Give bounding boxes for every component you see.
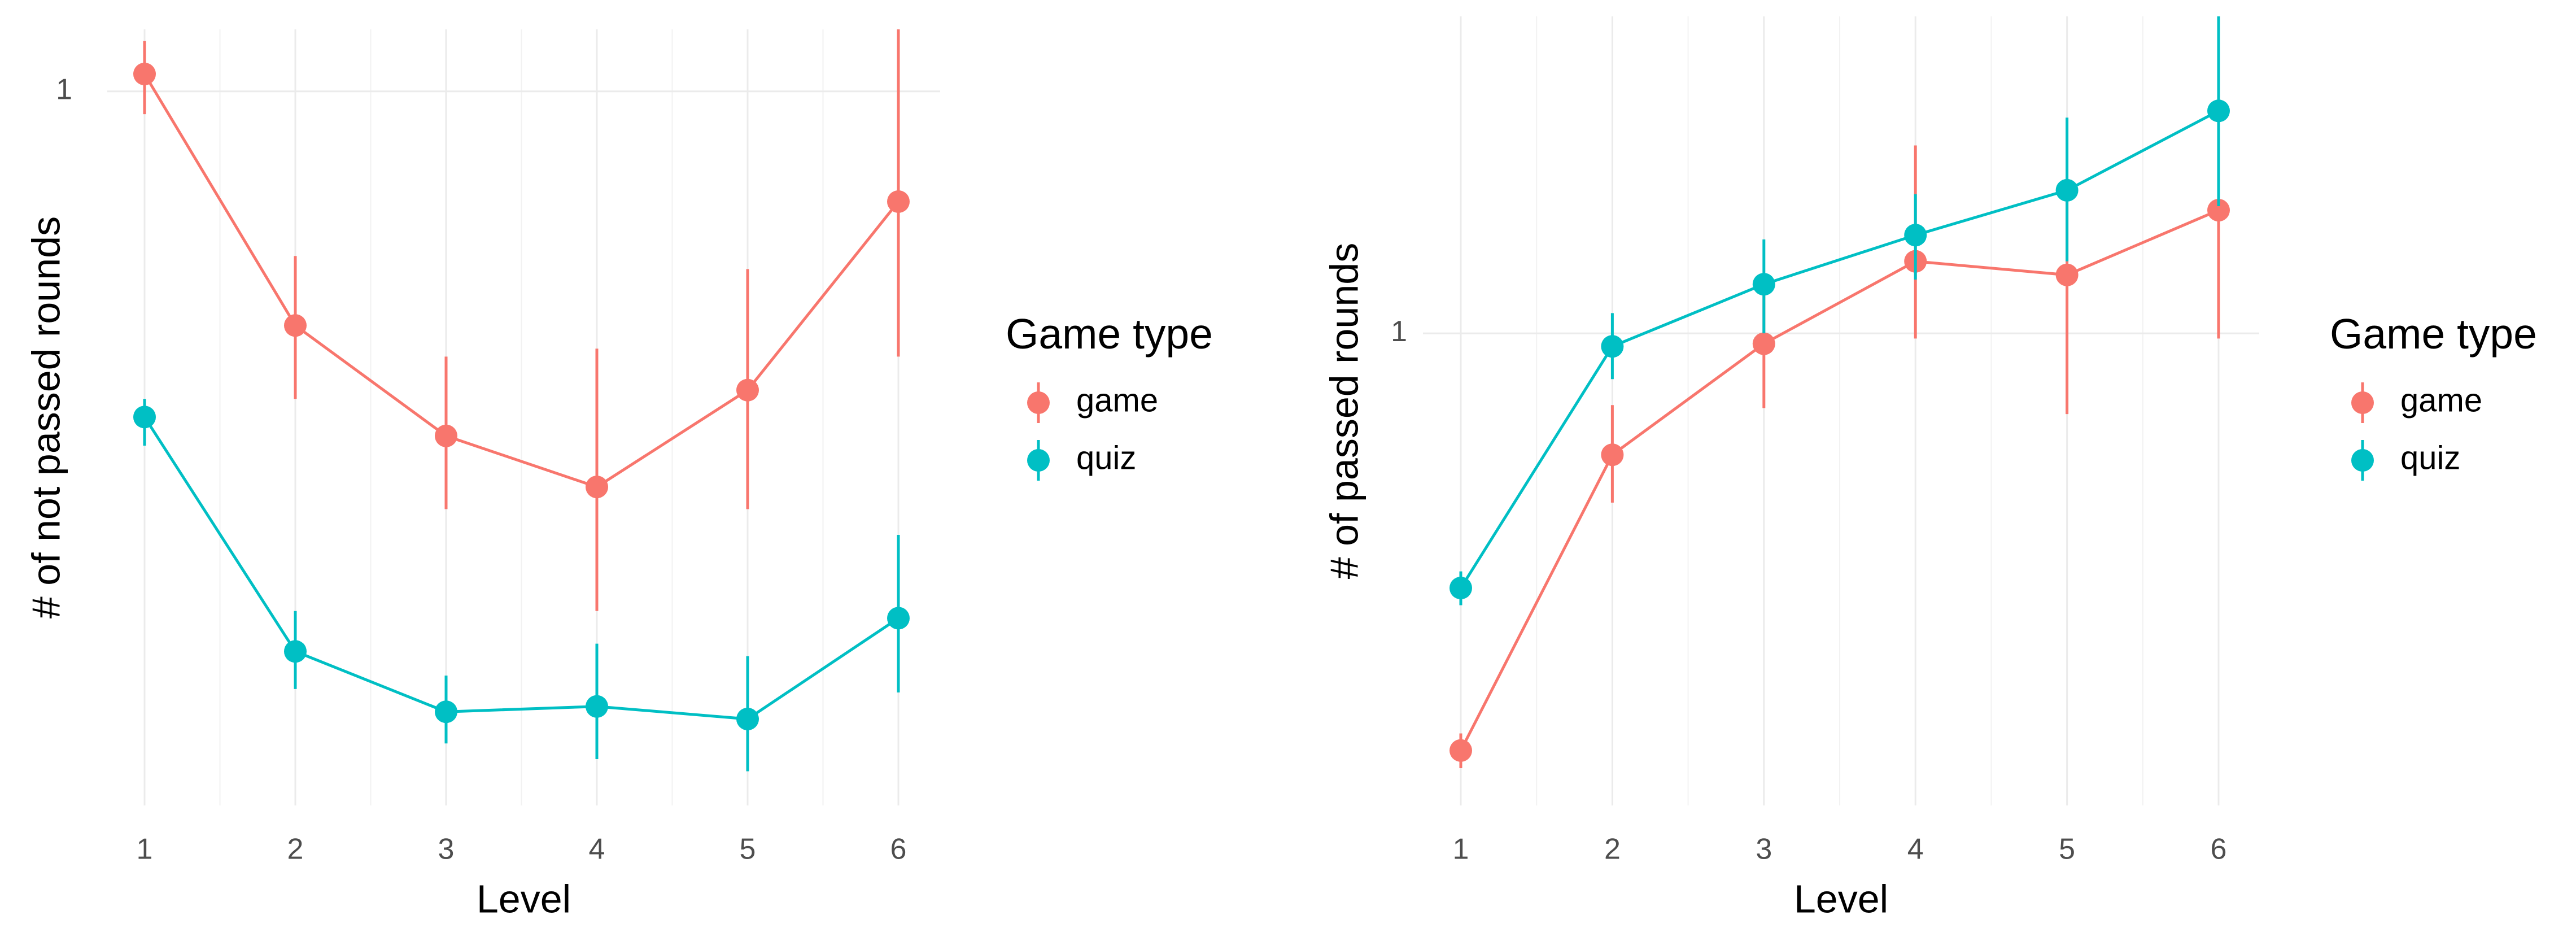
point [736, 708, 759, 731]
y-tick-label: 1 [56, 73, 72, 106]
legend-label: quiz [1076, 439, 1136, 476]
point [736, 378, 759, 402]
legend-key-point [1027, 449, 1050, 472]
point [284, 640, 307, 663]
x-tick-label: 3 [438, 833, 455, 866]
x-tick-label: 1 [137, 833, 153, 866]
x-tick-label: 6 [890, 833, 907, 866]
legend-label: quiz [2400, 439, 2460, 476]
point [887, 607, 910, 630]
point [887, 190, 910, 213]
point [1752, 273, 1775, 296]
point [435, 700, 457, 724]
series-line [1459, 110, 2220, 589]
legend-key-point [2351, 391, 2374, 414]
point [284, 314, 307, 337]
x-tick-label: 2 [1604, 833, 1621, 866]
x-axis-title: Level [1794, 877, 1888, 921]
series-line [143, 416, 900, 721]
y-axis-title: # of not passed rounds [24, 216, 68, 618]
point [2207, 99, 2230, 123]
legend-title: Game type [2330, 310, 2537, 358]
x-tick-label: 2 [287, 833, 304, 866]
point [435, 424, 457, 447]
x-tick-label: 4 [589, 833, 605, 866]
legend-title: Game type [1006, 310, 1213, 358]
series-line [143, 73, 900, 489]
y-tick-label: 1 [1391, 315, 1407, 348]
point [1601, 443, 1624, 467]
point [2207, 199, 2230, 222]
x-tick-label: 6 [2211, 833, 2227, 866]
point [2055, 263, 2079, 286]
point [586, 695, 608, 718]
x-tick-label: 5 [740, 833, 756, 866]
x-axis-title: Level [477, 877, 571, 921]
x-tick-label: 3 [1756, 833, 1772, 866]
legend-key-point [2351, 449, 2374, 472]
x-tick-label: 1 [1453, 833, 1469, 866]
point [133, 62, 156, 85]
point [2055, 178, 2079, 202]
legend-key-point [1027, 391, 1050, 414]
series-line [1459, 208, 2219, 751]
point [1449, 577, 1472, 600]
point [586, 476, 608, 499]
legend-label: game [2400, 382, 2482, 419]
point [1601, 335, 1624, 358]
point [1904, 224, 1927, 247]
point [1752, 332, 1775, 355]
legend-label: game [1076, 382, 1158, 419]
x-tick-label: 4 [1907, 833, 1924, 866]
y-axis-title: # of passed rounds [1322, 243, 1366, 579]
point [133, 406, 156, 429]
x-tick-label: 5 [2059, 833, 2075, 866]
point [1449, 739, 1472, 762]
